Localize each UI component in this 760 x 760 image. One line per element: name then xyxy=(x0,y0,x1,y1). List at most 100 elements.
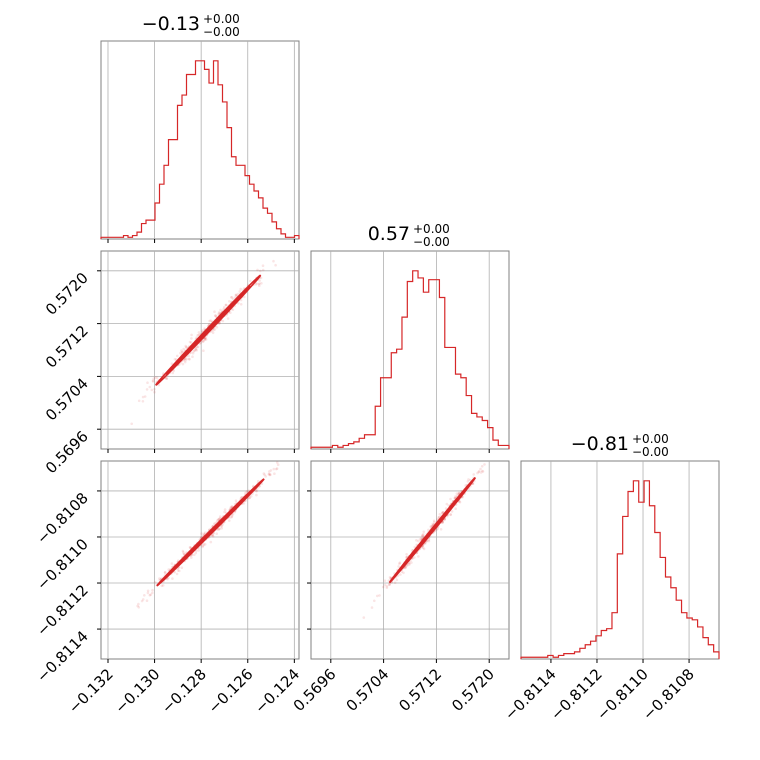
sample-point xyxy=(194,551,198,555)
sample-point xyxy=(146,589,150,593)
sample-point xyxy=(202,532,206,536)
histogram-series-1 xyxy=(310,270,510,449)
sample-point xyxy=(439,528,443,531)
sample-point xyxy=(165,377,168,380)
sample-point xyxy=(417,555,420,558)
sample-point xyxy=(274,263,277,267)
sample-point xyxy=(430,525,433,528)
sample-point xyxy=(189,546,192,549)
sample-point xyxy=(449,497,452,501)
sample-point xyxy=(226,317,230,320)
sample-point xyxy=(269,473,272,477)
sample-point xyxy=(441,511,444,514)
contour-level-0 xyxy=(178,299,238,362)
sample-point xyxy=(201,545,204,549)
sample-point xyxy=(483,463,486,466)
x-tick-label: −0.128 xyxy=(158,665,210,717)
sample-point xyxy=(228,300,231,303)
sample-point xyxy=(248,496,251,500)
sample-point xyxy=(399,573,402,576)
x-tick-label: 0.5704 xyxy=(343,665,393,715)
sample-point xyxy=(472,473,476,476)
sample-point xyxy=(454,495,457,498)
sample-point xyxy=(181,549,185,553)
sample-point xyxy=(259,269,262,273)
sample-point xyxy=(203,542,207,546)
sample-point xyxy=(422,547,426,551)
sample-point xyxy=(376,594,379,598)
histogram-panel-2 xyxy=(520,460,720,660)
sample-point xyxy=(273,472,276,476)
sample-point xyxy=(249,279,252,283)
sample-point xyxy=(223,508,227,511)
sample-point xyxy=(190,337,193,340)
sample-point xyxy=(477,470,481,474)
y-tick-label: 0.5712 xyxy=(42,322,92,372)
sample-point xyxy=(421,534,425,538)
sample-point xyxy=(255,493,258,497)
sample-point xyxy=(220,527,223,530)
sample-point xyxy=(435,528,438,532)
sample-point xyxy=(213,522,216,526)
sample-point xyxy=(422,533,425,536)
sample-point xyxy=(192,350,196,353)
sample-point xyxy=(137,606,141,609)
sample-point xyxy=(181,362,185,366)
sample-point xyxy=(259,276,263,280)
sample-point xyxy=(195,345,199,349)
sample-point xyxy=(258,282,261,286)
sample-point xyxy=(441,511,445,514)
sample-point xyxy=(188,358,191,361)
sample-point xyxy=(211,534,215,538)
sample-point xyxy=(231,308,235,312)
sample-point xyxy=(234,499,238,503)
sample-point xyxy=(272,467,276,471)
sample-point xyxy=(196,334,199,337)
sample-point xyxy=(221,319,225,323)
sample-point xyxy=(218,516,222,520)
joint-panel-0-2 xyxy=(100,460,300,660)
sample-point xyxy=(199,341,202,345)
sample-point xyxy=(404,566,407,570)
sample-point xyxy=(165,377,169,380)
sample-point xyxy=(395,578,399,582)
sample-point xyxy=(398,561,402,564)
sample-point xyxy=(406,564,409,567)
sample-point xyxy=(171,577,174,580)
sample-point xyxy=(175,572,179,576)
sample-point xyxy=(166,577,169,581)
sample-point xyxy=(257,479,260,483)
sample-point xyxy=(385,586,389,589)
sample-point xyxy=(203,327,206,330)
sample-point xyxy=(441,521,444,524)
sample-point xyxy=(217,528,221,531)
sample-point xyxy=(130,422,133,426)
sample-point xyxy=(151,379,155,383)
sample-point xyxy=(233,296,237,299)
sample-point xyxy=(234,293,238,297)
sample-point xyxy=(161,584,165,587)
sample-point xyxy=(267,470,271,473)
sample-point xyxy=(252,484,255,488)
sample-point xyxy=(454,507,458,511)
sample-point xyxy=(230,515,234,519)
sample-point xyxy=(184,345,188,349)
sample-point xyxy=(467,478,470,481)
sample-point xyxy=(203,338,207,341)
sample-point xyxy=(215,326,219,329)
sample-point xyxy=(481,470,485,473)
sample-point xyxy=(258,284,261,288)
sample-point xyxy=(151,588,154,592)
sample-point xyxy=(385,584,389,588)
sample-point xyxy=(153,388,156,391)
sample-point xyxy=(182,551,185,554)
sample-point xyxy=(140,599,144,603)
sample-point xyxy=(217,312,220,316)
sample-point xyxy=(172,369,175,373)
sample-point xyxy=(381,585,385,589)
title-param-0-plus: +0.00 xyxy=(203,12,240,26)
sample-point xyxy=(153,376,157,379)
sample-point xyxy=(229,311,232,315)
sample-point xyxy=(453,496,457,500)
sample-point xyxy=(400,570,404,573)
